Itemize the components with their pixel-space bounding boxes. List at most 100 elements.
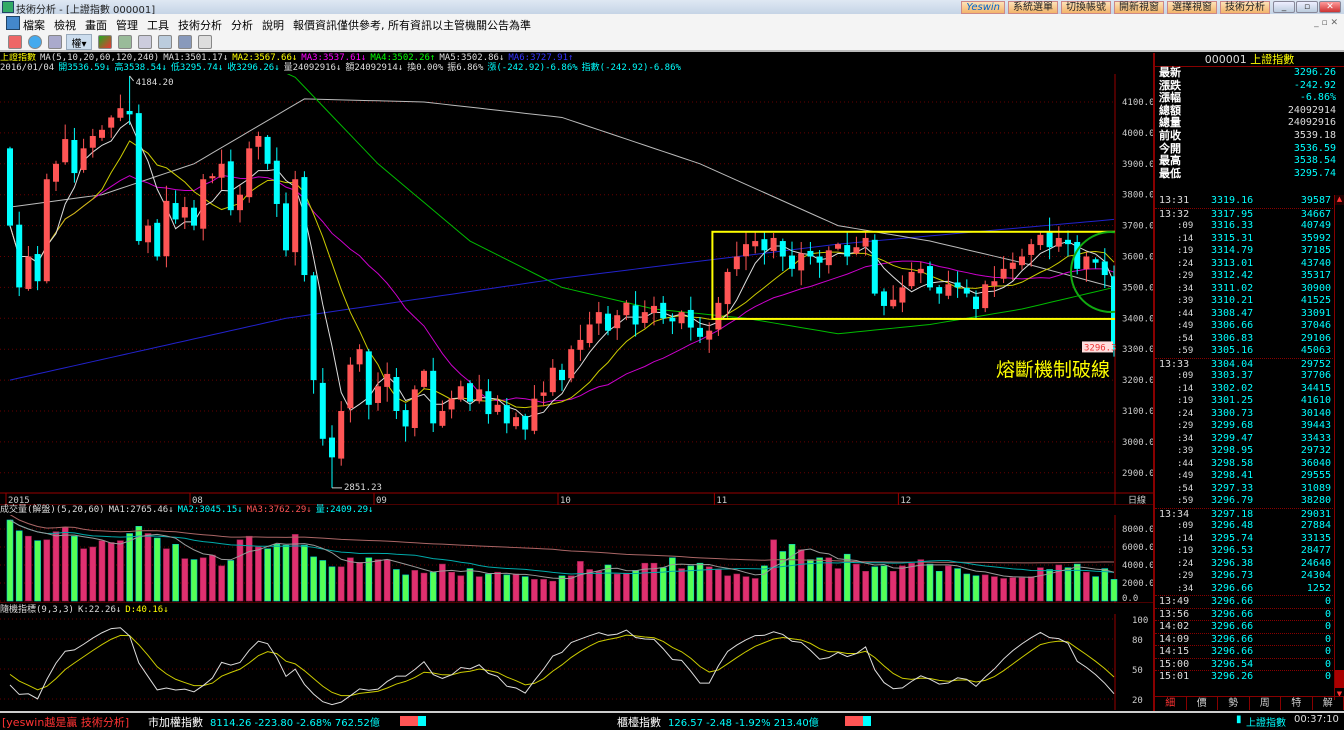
menu-technical-analysis[interactable]: 技術分析 <box>178 17 222 33</box>
volume-bar <box>412 570 418 601</box>
panel-tab[interactable]: 勢 <box>1218 697 1250 710</box>
candle-body <box>817 257 823 263</box>
connection-icon: ▮ <box>1236 714 1242 725</box>
stock-list-icon[interactable] <box>8 35 22 49</box>
scroll-up-icon[interactable]: ▲ <box>1335 195 1344 205</box>
y-tick-label: 3700.0 <box>1122 222 1153 232</box>
menu-file[interactable]: 檔案 <box>23 17 45 33</box>
yeswin-button[interactable]: Yeswin <box>961 1 1005 14</box>
volume-bar <box>403 575 409 601</box>
weight-dropdown[interactable]: 權▾ <box>66 34 92 50</box>
candle-body <box>485 391 491 414</box>
candle-body <box>228 161 234 210</box>
tick-scrollbar[interactable]: ▲ ▼ <box>1334 195 1344 700</box>
chart-compare-icon[interactable] <box>158 35 172 49</box>
candle-body <box>108 117 114 127</box>
tick-time: :49 <box>1177 320 1193 333</box>
menu-manage[interactable]: 管理 <box>116 17 138 33</box>
draw-tool-icon[interactable] <box>118 35 132 49</box>
chart-layout-icon[interactable] <box>178 35 192 49</box>
candle-body <box>366 351 372 404</box>
print-icon[interactable] <box>198 35 212 49</box>
tick-volume: 24304 <box>1301 570 1331 583</box>
date-label: 10 <box>560 496 571 505</box>
candle-body <box>789 256 795 269</box>
candle-body <box>863 238 869 247</box>
tick-time: :29 <box>1177 420 1193 433</box>
candle-body <box>209 176 215 178</box>
volume-bar <box>697 563 703 601</box>
crosshair-icon[interactable] <box>28 35 42 49</box>
new-window-button[interactable]: 開新視窗 <box>1114 1 1164 14</box>
candle-body <box>899 287 905 302</box>
menu-analysis[interactable]: 分析 <box>231 17 253 33</box>
candle-body <box>62 139 68 162</box>
tick-volume: 24640 <box>1301 558 1331 571</box>
candle-body <box>127 111 133 114</box>
candle-body <box>467 383 473 402</box>
menu-view[interactable]: 檢視 <box>54 17 76 33</box>
panel-tab[interactable]: 特 <box>1281 697 1313 710</box>
volume-bar <box>311 557 317 601</box>
panel-tab[interactable]: 價 <box>1187 697 1219 710</box>
volume-bar <box>219 566 225 601</box>
volume-bar <box>99 541 105 601</box>
volume-bar <box>798 550 804 601</box>
volume-bar <box>890 571 896 601</box>
volume-bar <box>283 545 289 601</box>
minimize-button[interactable]: _ <box>1273 1 1295 13</box>
volume-bar <box>863 571 869 601</box>
ma-value: MA1:3501.17↓ <box>163 53 228 63</box>
close-button[interactable]: ✕ <box>1319 1 1341 13</box>
candle-body <box>1111 276 1117 350</box>
candle-body <box>495 405 501 412</box>
volume-bar <box>62 527 68 601</box>
panel-tab[interactable]: 細 <box>1155 697 1187 710</box>
twse-strength-bar <box>400 716 426 726</box>
tick-volume: 40749 <box>1301 220 1331 233</box>
menu-screen[interactable]: 畫面 <box>85 17 107 33</box>
panel-tab[interactable]: 解 <box>1313 697 1344 710</box>
ma-value: MA2:3567.66↓ <box>232 53 297 63</box>
window-icon[interactable] <box>48 35 62 49</box>
indicator-icon[interactable] <box>98 35 112 49</box>
candle-body <box>734 257 740 270</box>
candle-body <box>145 226 151 243</box>
switch-account-button[interactable]: 切換帳號 <box>1061 1 1111 14</box>
quote-value: -242.92 <box>1294 80 1336 93</box>
candle-body <box>1056 238 1062 247</box>
candle-body <box>807 251 813 257</box>
app-icon <box>2 1 14 13</box>
quote-header: 000001 上證指數 <box>1155 53 1344 67</box>
panel-tab[interactable]: 周 <box>1250 697 1282 710</box>
tick-time: :59 <box>1177 345 1193 358</box>
candle-body <box>35 254 41 281</box>
maximize-button[interactable]: ▫ <box>1296 1 1318 13</box>
price-chart[interactable]: 4100.04000.03900.03800.03700.03600.03500… <box>0 74 1153 505</box>
menu-tools[interactable]: 工具 <box>147 17 169 33</box>
candle-body <box>927 266 933 287</box>
candle-body <box>651 306 657 313</box>
candle-body <box>1037 235 1043 245</box>
candle-body <box>936 287 942 293</box>
volume-bar <box>936 571 942 601</box>
tick-time: :24 <box>1177 258 1193 271</box>
select-window-button[interactable]: 選擇視窗 <box>1167 1 1217 14</box>
chart-line-icon[interactable] <box>138 35 152 49</box>
candle-body <box>292 179 298 252</box>
scroll-thumb[interactable] <box>1335 670 1344 688</box>
technical-analysis-button[interactable]: 技術分析 <box>1220 1 1270 14</box>
menu-help[interactable]: 說明 <box>262 17 284 33</box>
system-menu-button[interactable]: 系統選單 <box>1008 1 1058 14</box>
mdi-controls[interactable]: _ ▫ ✕ <box>1314 18 1338 28</box>
volume-bar <box>1028 577 1034 601</box>
tick-volume: 37046 <box>1301 320 1331 333</box>
